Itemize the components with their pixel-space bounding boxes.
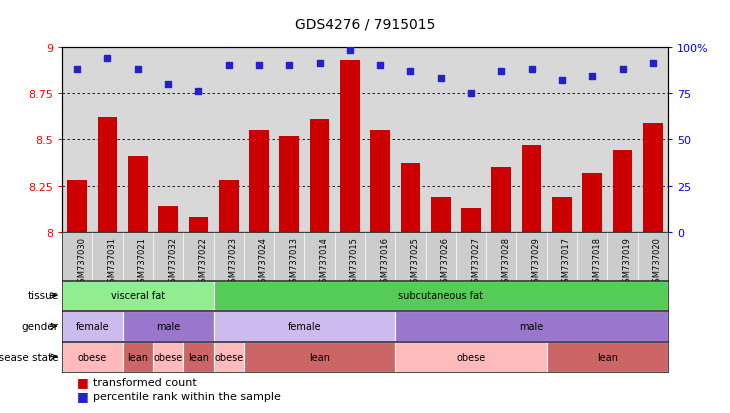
Text: gender: gender [21, 321, 58, 331]
Bar [643, 123, 663, 233]
Bar [340, 60, 360, 233]
Bar [214, 342, 244, 372]
Text: GSM737017: GSM737017 [562, 236, 571, 287]
Text: GSM737019: GSM737019 [623, 236, 631, 287]
Bar [128, 157, 147, 233]
Text: GSM737014: GSM737014 [320, 236, 328, 287]
Point [496, 68, 507, 75]
Point [374, 63, 386, 69]
Text: GSM737031: GSM737031 [107, 236, 117, 287]
Text: GDS4276 / 7915015: GDS4276 / 7915015 [295, 18, 435, 32]
Text: GSM737026: GSM737026 [441, 236, 450, 287]
Text: visceral fat: visceral fat [111, 291, 165, 301]
Text: obese: obese [77, 352, 107, 362]
Bar [396, 342, 547, 372]
Point [132, 66, 144, 73]
Point [253, 63, 265, 69]
Text: lean: lean [309, 352, 330, 362]
Bar [370, 131, 390, 233]
Point [465, 90, 477, 97]
Text: GSM737015: GSM737015 [350, 236, 359, 287]
Text: GSM737022: GSM737022 [199, 236, 207, 287]
Point [193, 89, 204, 95]
Text: percentile rank within the sample: percentile rank within the sample [93, 391, 280, 401]
Point [586, 74, 598, 81]
Bar [491, 168, 511, 233]
Bar [461, 209, 481, 233]
Text: GSM737024: GSM737024 [259, 236, 268, 287]
Text: ■: ■ [77, 375, 93, 389]
Text: subcutaneous fat: subcutaneous fat [399, 291, 483, 301]
Bar [552, 197, 572, 233]
Text: lean: lean [188, 352, 209, 362]
Bar [280, 136, 299, 233]
Bar [396, 311, 668, 341]
Text: transformed count: transformed count [93, 377, 196, 387]
Bar [249, 131, 269, 233]
Point [101, 55, 113, 62]
Text: GSM737025: GSM737025 [410, 236, 420, 287]
Text: GSM737018: GSM737018 [592, 236, 602, 287]
Bar [123, 342, 153, 372]
Bar [214, 281, 668, 311]
Text: GSM737029: GSM737029 [531, 236, 541, 287]
Text: ■: ■ [77, 389, 93, 402]
Text: obese: obese [456, 352, 485, 362]
Bar [153, 342, 183, 372]
Bar [547, 342, 668, 372]
Bar [67, 181, 87, 233]
Bar [522, 145, 542, 233]
Text: GSM737013: GSM737013 [289, 236, 299, 287]
Bar [583, 173, 602, 233]
Point [72, 66, 83, 73]
Text: male: male [156, 321, 180, 331]
Bar [62, 311, 123, 341]
Text: GSM737021: GSM737021 [138, 236, 147, 287]
Bar [123, 311, 214, 341]
Bar [431, 197, 450, 233]
Point [556, 78, 568, 84]
Point [223, 63, 234, 69]
Point [283, 63, 295, 69]
Bar [401, 164, 420, 233]
Bar [244, 342, 396, 372]
Text: GSM737030: GSM737030 [77, 236, 86, 287]
Text: GSM737016: GSM737016 [380, 236, 389, 287]
Bar [188, 218, 208, 233]
Text: GSM737027: GSM737027 [471, 236, 480, 287]
Text: GSM737023: GSM737023 [228, 236, 238, 287]
Text: male: male [520, 321, 544, 331]
Point [314, 61, 326, 67]
Bar [214, 311, 396, 341]
Point [344, 48, 356, 55]
Text: female: female [75, 321, 110, 331]
Point [162, 81, 174, 88]
Bar [183, 342, 214, 372]
Text: tissue: tissue [27, 291, 58, 301]
Bar [219, 181, 239, 233]
Bar [310, 120, 329, 233]
Text: GSM737020: GSM737020 [653, 236, 662, 287]
Bar [62, 342, 123, 372]
Text: lean: lean [127, 352, 148, 362]
Point [617, 66, 629, 73]
Bar [98, 118, 118, 233]
Point [647, 61, 658, 67]
Bar [612, 151, 632, 233]
Bar [62, 281, 214, 311]
Text: GSM737032: GSM737032 [168, 236, 177, 287]
Bar [158, 206, 178, 233]
Text: disease state: disease state [0, 352, 58, 362]
Text: female: female [288, 321, 321, 331]
Point [404, 68, 416, 75]
Text: GSM737028: GSM737028 [502, 236, 510, 287]
Text: obese: obese [214, 352, 243, 362]
Text: lean: lean [597, 352, 618, 362]
Point [526, 66, 537, 73]
Text: obese: obese [153, 352, 182, 362]
Point [435, 76, 447, 82]
